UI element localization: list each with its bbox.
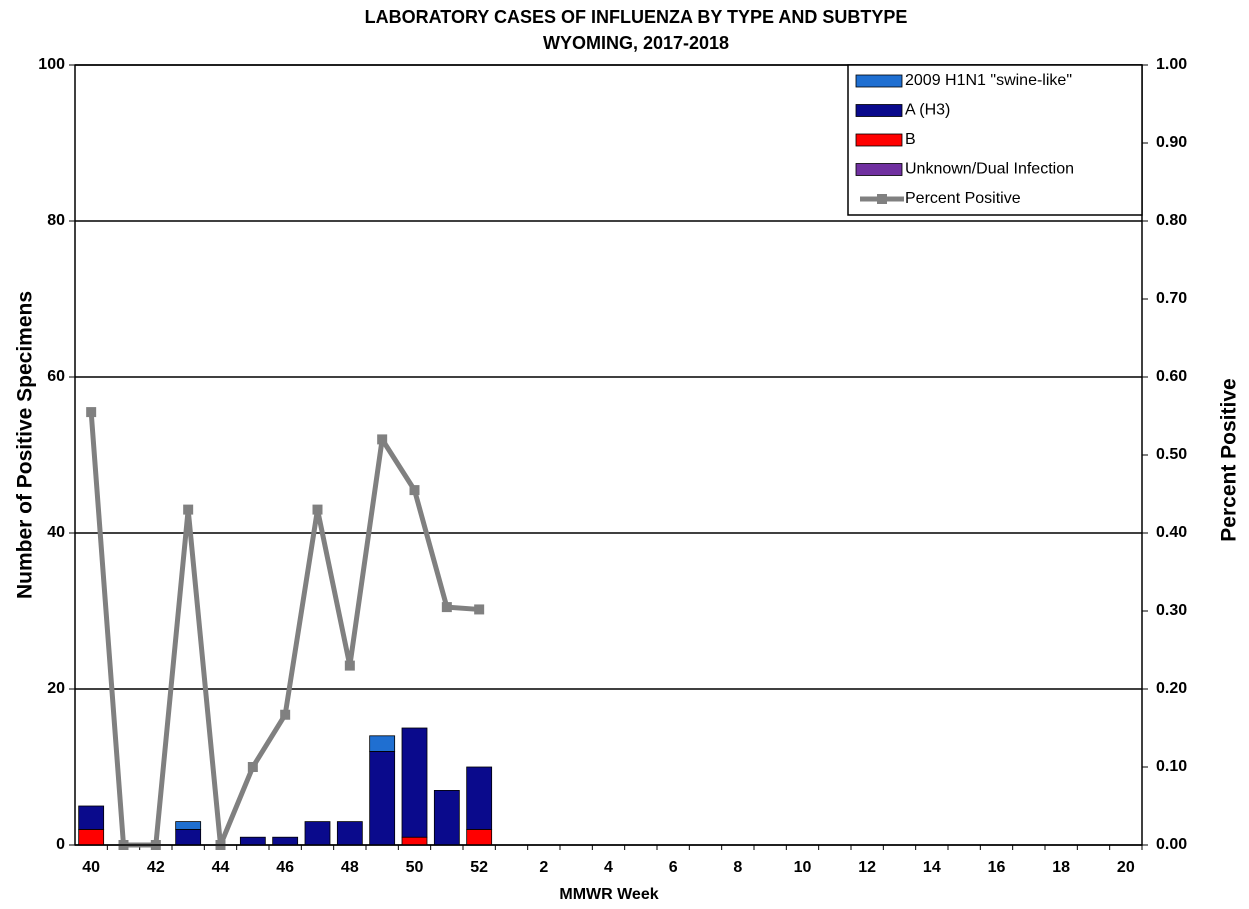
- bar-segment: [272, 836, 299, 846]
- y-tick-label: 0: [56, 836, 65, 853]
- legend-marker: [877, 194, 887, 204]
- x-tick-label: 52: [470, 859, 488, 876]
- y2-tick-label: 0.20: [1156, 680, 1187, 697]
- plot-frame: [74, 64, 1143, 846]
- legend-swatch: [855, 163, 903, 176]
- x-tick-label: 42: [147, 859, 165, 876]
- y2-tick-label: 0.60: [1156, 368, 1187, 385]
- x-tick-label: 50: [406, 859, 424, 876]
- x-tick-label: 2: [539, 859, 548, 876]
- legend-label: Percent Positive: [905, 190, 1021, 207]
- bar-segment: [433, 790, 460, 846]
- legend-label: Unknown/Dual Infection: [905, 161, 1074, 178]
- x-tick-label: 14: [923, 859, 941, 876]
- x-tick-label: 8: [733, 859, 742, 876]
- bar-segment: [239, 836, 266, 846]
- y2-tick-label: 0.00: [1156, 836, 1187, 853]
- y2-tick-label: 0.90: [1156, 134, 1187, 151]
- legend-label: A (H3): [905, 102, 950, 119]
- bar-segment: [78, 829, 105, 846]
- x-tick-label: 6: [669, 859, 678, 876]
- bar-segment: [78, 805, 105, 830]
- legend-swatch: [855, 133, 903, 147]
- x-tick-label: 44: [212, 859, 230, 876]
- bar-segment: [466, 766, 493, 830]
- x-tick-label: 12: [858, 859, 876, 876]
- legend-label: B: [905, 131, 916, 148]
- line-marker: [409, 485, 420, 496]
- bar-segment: [175, 821, 202, 830]
- y-tick-label: 80: [47, 212, 65, 229]
- line-marker: [377, 434, 388, 445]
- y-tick-label: 20: [47, 680, 65, 697]
- x-tick-label: 4: [604, 859, 613, 876]
- bar-segment: [401, 727, 428, 838]
- line-marker: [86, 407, 97, 418]
- y2-tick-label: 1.00: [1156, 56, 1187, 73]
- x-tick-label: 16: [988, 859, 1006, 876]
- x-tick-label: 40: [82, 859, 100, 876]
- y-tick-label: 100: [38, 56, 65, 73]
- line-marker: [247, 762, 258, 772]
- y2-tick-label: 0.80: [1156, 212, 1187, 229]
- legend-swatch: [855, 104, 903, 117]
- y2-tick-label: 0.40: [1156, 524, 1187, 541]
- chart-subtitle: WYOMING, 2017-2018: [543, 33, 729, 53]
- x-tick-label: 48: [341, 859, 359, 876]
- y2-axis-title: Percent Positive: [1218, 378, 1241, 541]
- legend-label: 2009 H1N1 "swine-like": [905, 72, 1072, 89]
- x-axis-title: MMWR Week: [559, 886, 658, 903]
- bar-segment: [466, 829, 493, 846]
- line-marker: [280, 709, 291, 720]
- bar-segment: [304, 821, 331, 846]
- line-marker: [312, 504, 323, 515]
- legend-swatch: [855, 74, 903, 88]
- x-tick-label: 18: [1052, 859, 1070, 876]
- y2-tick-label: 0.70: [1156, 290, 1187, 307]
- x-tick-label: 46: [276, 859, 294, 876]
- line-marker: [441, 602, 452, 613]
- x-tick-label: 20: [1117, 859, 1135, 876]
- bar-segment: [401, 836, 428, 846]
- y2-tick-label: 0.50: [1156, 446, 1187, 463]
- y-tick-label: 60: [47, 368, 65, 385]
- x-tick-label: 10: [794, 859, 812, 876]
- line-marker: [474, 604, 485, 615]
- y-axis-title: Number of Positive Specimens: [14, 291, 37, 599]
- chart-title: LABORATORY CASES OF INFLUENZA BY TYPE AN…: [365, 7, 908, 27]
- line-marker: [183, 504, 194, 515]
- y2-tick-label: 0.10: [1156, 758, 1187, 775]
- bar-segment: [175, 829, 202, 846]
- bar-segment: [369, 751, 396, 846]
- bar-segment: [336, 821, 363, 846]
- y2-tick-label: 0.30: [1156, 602, 1187, 619]
- line-marker: [344, 660, 355, 671]
- y-tick-label: 40: [47, 524, 65, 541]
- bar-segment: [369, 735, 396, 752]
